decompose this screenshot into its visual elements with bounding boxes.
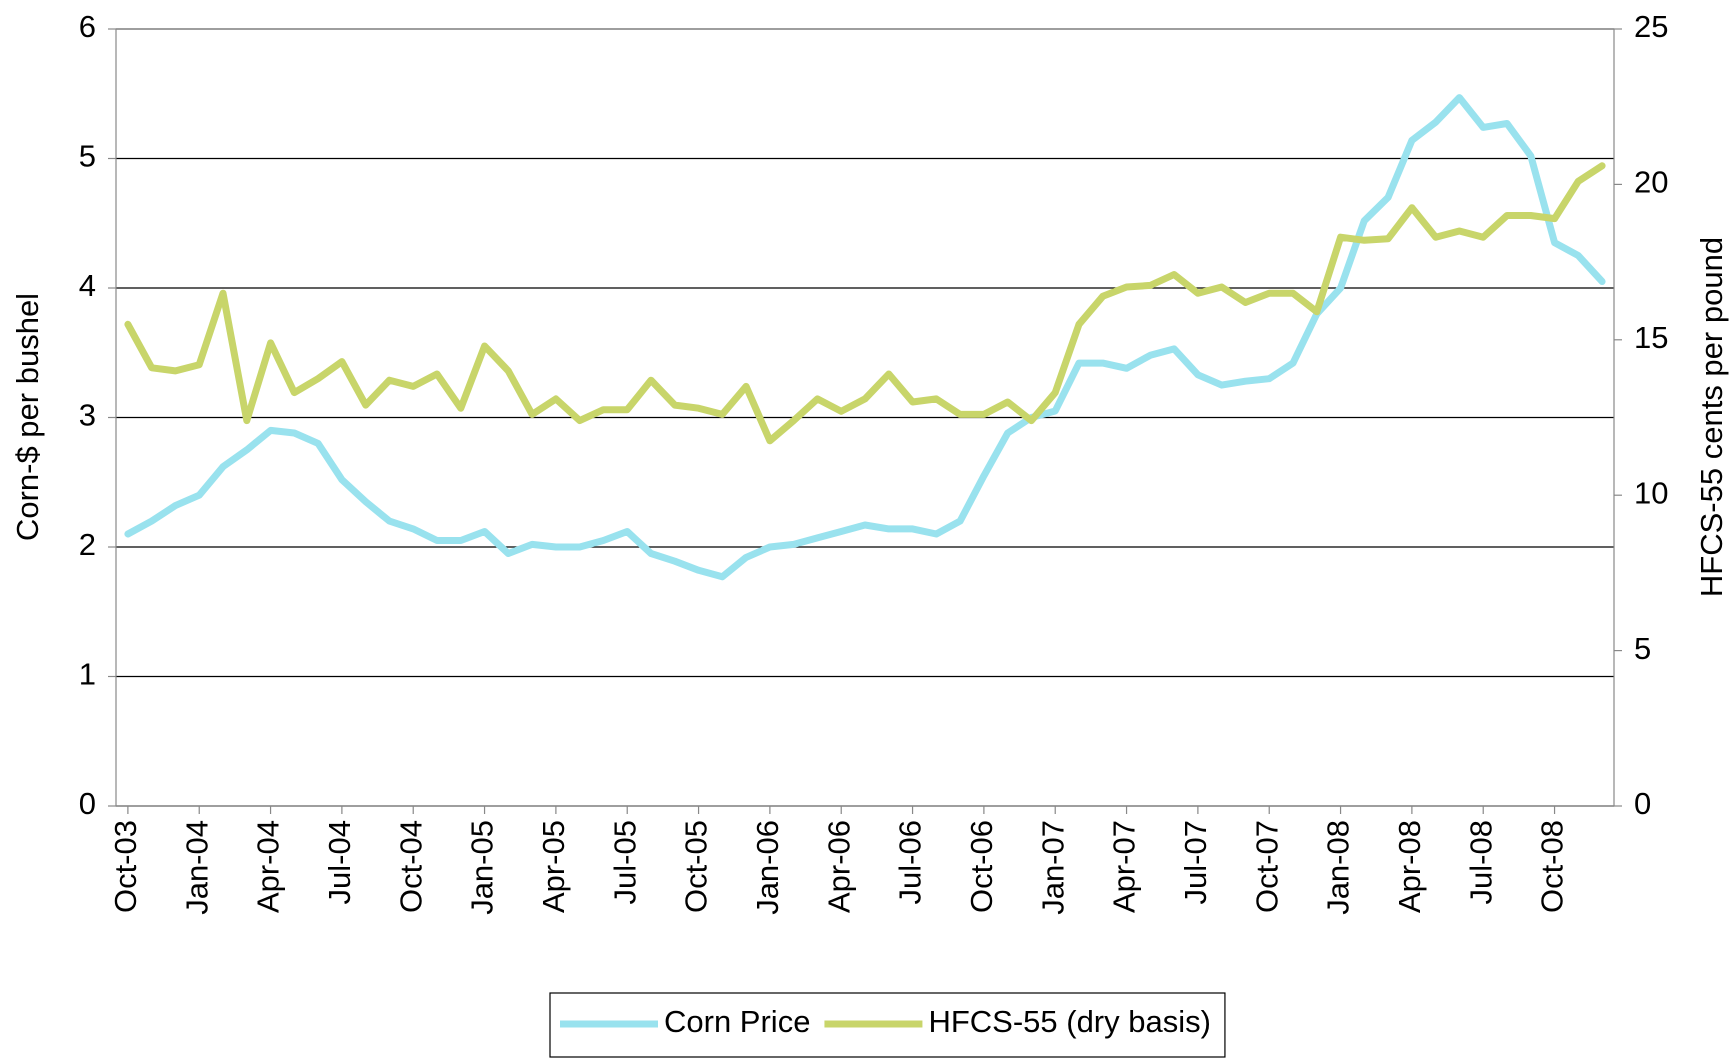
x-tick-label: Jul-04 bbox=[322, 820, 357, 904]
x-tick-label: Oct-05 bbox=[679, 820, 714, 913]
y2-tick-label: 25 bbox=[1634, 9, 1668, 44]
plot-frame bbox=[115, 28, 1615, 807]
x-tick-label: Jan-05 bbox=[465, 820, 500, 915]
x-tick-label: Apr-08 bbox=[1392, 820, 1427, 913]
x-tick-label: Oct-03 bbox=[108, 820, 143, 913]
x-tick-label: Apr-04 bbox=[251, 820, 286, 913]
series-line bbox=[124, 94, 1606, 581]
x-tick-label: Oct-07 bbox=[1249, 820, 1284, 913]
y2-tick-label: 20 bbox=[1634, 165, 1668, 200]
y-axis-title: Corn-$ per bushel bbox=[10, 293, 45, 541]
x-tick-label: Jul-07 bbox=[1178, 820, 1213, 904]
x-tick-label: Oct-06 bbox=[964, 820, 999, 913]
x-tick-label: Jan-06 bbox=[750, 820, 785, 915]
x-tick-label: Apr-05 bbox=[536, 820, 571, 913]
y2-tick-label: 10 bbox=[1634, 475, 1668, 510]
x-tick-label: Apr-06 bbox=[821, 820, 856, 913]
y2-tick-label: 0 bbox=[1634, 786, 1651, 821]
x-tick-label: Jan-04 bbox=[179, 820, 214, 915]
y-tick-label: 1 bbox=[79, 657, 96, 692]
y-tick-label: 6 bbox=[79, 9, 96, 44]
x-tick-label: Apr-07 bbox=[1107, 820, 1142, 913]
legend-label: Corn Price bbox=[664, 1004, 810, 1039]
y2-axis-title: HFCS-55 cents per pound bbox=[1694, 237, 1729, 597]
y-tick-label: 3 bbox=[79, 398, 96, 433]
y-tick-label: 0 bbox=[79, 786, 96, 821]
y-tick-label: 2 bbox=[79, 527, 96, 562]
x-tick-label: Jul-08 bbox=[1463, 820, 1498, 904]
series-line bbox=[124, 162, 1606, 445]
legend: Corn Price HFCS-55 (dry basis) bbox=[549, 992, 1226, 1058]
x-tick-label: Jul-05 bbox=[607, 820, 642, 904]
x-tick-label: Oct-08 bbox=[1535, 820, 1570, 913]
x-tick-label: Oct-04 bbox=[393, 820, 428, 913]
x-tick-label: Jul-06 bbox=[893, 820, 928, 904]
y-tick-label: 4 bbox=[79, 268, 96, 303]
y2-tick-label: 15 bbox=[1634, 320, 1668, 355]
y2-tick-label: 5 bbox=[1634, 631, 1651, 666]
x-tick-label: Jan-07 bbox=[1035, 820, 1070, 915]
legend-label: HFCS-55 (dry basis) bbox=[928, 1004, 1211, 1039]
x-tick-label: Jan-08 bbox=[1321, 820, 1356, 915]
y-tick-label: 5 bbox=[79, 139, 96, 174]
